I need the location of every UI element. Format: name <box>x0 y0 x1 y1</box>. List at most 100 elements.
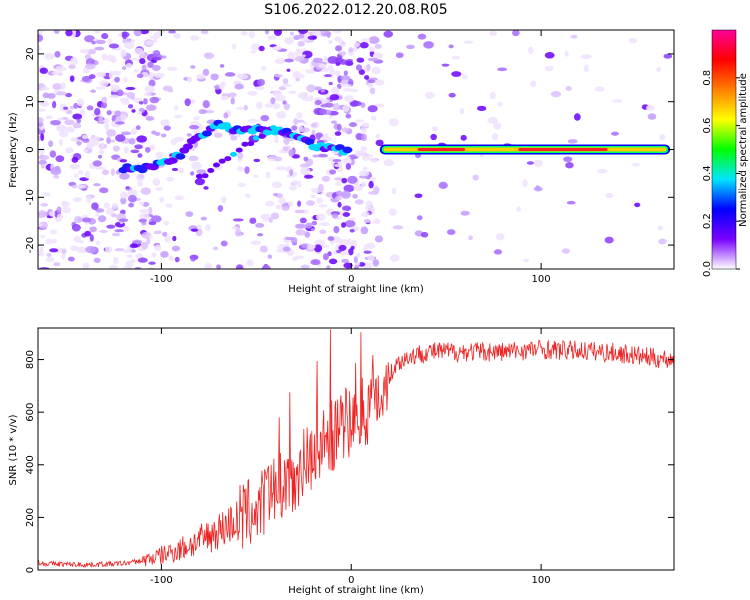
spectrogram-noise-blob <box>289 184 297 191</box>
spectrogram-noise-blob <box>304 174 314 179</box>
spectrogram-noise-blob <box>353 46 358 52</box>
spectrogram-noise-blob <box>561 248 570 254</box>
spectrogram-noise-blob <box>583 64 589 73</box>
spectrogram-noise-blob <box>295 223 307 229</box>
spectrogram-noise-blob <box>334 131 342 136</box>
spectrogram-noise-blob <box>331 213 339 219</box>
spectrogram-noise-blob <box>38 147 46 155</box>
spectrogram-noise-blob <box>339 43 346 47</box>
spectrogram-noise-blob <box>159 197 165 203</box>
spectrogram-noise-blob <box>350 100 362 107</box>
snr-xlabel: Height of straight line (km) <box>288 585 424 596</box>
spectrogram-noise-blob <box>204 224 211 231</box>
spectrogram-noise-blob <box>53 30 60 34</box>
spectrogram-noise-blob <box>135 173 145 182</box>
spectrogram-noise-blob <box>136 135 148 143</box>
spectrogram-noise-blob <box>139 201 145 206</box>
spectrogram-noise-blob <box>119 97 130 102</box>
spectrogram-noise-blob <box>73 235 82 243</box>
spectrogram-noise-blob <box>105 207 115 215</box>
spectrogram-noise-blob <box>319 229 327 235</box>
spectrogram-noise-blob <box>342 105 350 113</box>
spectrogram-noise-blob <box>489 30 498 37</box>
spectrogram-noise-blob <box>69 75 75 83</box>
spectrogram-noise-blob <box>374 43 382 50</box>
spectrogram-noise-blob <box>544 52 555 59</box>
spectrogram-noise-blob <box>213 132 223 138</box>
spectrogram-noise-blob <box>336 123 342 132</box>
spectrogram-tone-blob <box>182 143 193 150</box>
spectrogram-noise-blob <box>126 254 133 259</box>
spectrogram-noise-blob <box>137 257 148 263</box>
figure-title: S106.2022.012.20.08.R05 <box>264 2 447 18</box>
spectrogram-noise-blob <box>333 30 343 34</box>
spectrogram-noise-blob <box>348 217 356 221</box>
spectrogram-noise-blob <box>334 70 341 77</box>
spectrogram-noise-blob <box>64 119 75 126</box>
spectrogram-noise-blob <box>76 118 81 124</box>
spectrogram-noise-blob <box>235 106 246 110</box>
spectrogram-noise-blob <box>49 210 56 217</box>
spectrogram-noise-blob <box>237 166 244 172</box>
spectrogram-noise-blob <box>134 266 142 269</box>
spectrogram-noise-blob <box>248 31 256 39</box>
spectrogram-noise-blob <box>250 43 260 51</box>
spectrogram-noise-blob <box>311 220 318 226</box>
spectrogram-noise-blob <box>388 118 399 127</box>
spectrogram-noise-blob <box>516 206 521 212</box>
spectrogram-noise-blob <box>40 87 50 91</box>
spectrogram-noise-blob <box>605 192 614 199</box>
spectrogram-noise-blob <box>342 205 352 212</box>
spectrogram-noise-blob <box>278 86 287 91</box>
spectrogram-noise-blob <box>110 84 120 93</box>
spectrogram-noise-blob <box>564 50 569 57</box>
spectrogram-noise-blob <box>128 138 136 145</box>
spectrogram-noise-blob <box>341 222 346 228</box>
spectrogram-noise-blob <box>312 154 319 158</box>
spectrogram-noise-blob <box>341 190 351 199</box>
spectrogram-noise-blob <box>77 184 86 189</box>
spectrogram-noise-blob <box>423 41 434 49</box>
spectrogram-noise-blob <box>550 90 562 98</box>
spectrogram-noise-blob <box>193 116 201 121</box>
spectrogram-noise-blob <box>52 83 63 90</box>
spectrogram-noise-blob <box>85 63 96 70</box>
spectrogram-noise-blob <box>319 30 327 34</box>
spectrogram-noise-blob <box>111 232 121 237</box>
spectrogram-noise-blob <box>147 61 154 68</box>
spectrogram-noise-blob <box>321 98 330 104</box>
spectrogram-noise-blob <box>368 36 380 45</box>
spectrogram-noise-blob <box>371 66 382 75</box>
spectrogram-noise-blob <box>77 246 88 254</box>
spectrogram-noise-blob <box>327 65 334 71</box>
spectrogram-noise-blob <box>139 57 146 65</box>
spectrogram-noise-blob <box>154 244 162 251</box>
spectrogram-noise-blob <box>38 154 50 161</box>
spectrogram-noise-blob <box>141 64 147 71</box>
spectrogram-noise-blob <box>88 74 96 80</box>
spectrogram-noise-blob <box>55 65 67 72</box>
spectrogram-noise-blob <box>70 137 80 142</box>
spectrogram-noise-blob <box>122 66 127 70</box>
spectrogram-noise-blob <box>303 156 309 162</box>
spectrogram-noise-blob <box>305 222 313 229</box>
spectrogram-noise-blob <box>332 158 342 163</box>
spectrogram-noise-blob <box>580 54 592 60</box>
spectrogram-noise-blob <box>656 66 662 72</box>
spectrogram-noise-blob <box>566 200 576 205</box>
spectrogram-noise-blob <box>85 245 96 254</box>
spectrogram-noise-blob <box>38 251 45 257</box>
snr-panel: -100 0 100 0 200 400 600 800 Height of straight… <box>8 327 675 596</box>
spectrogram-noise-blob <box>334 195 342 201</box>
spectrogram-noise-blob <box>272 192 278 197</box>
spectrogram-noise-blob <box>446 229 456 236</box>
spectrogram-noise-blob <box>286 68 291 72</box>
spectrogram-noise-blob <box>372 259 380 267</box>
spectrogram-noise-blob <box>360 38 371 42</box>
spectrogram-noise-blob <box>240 31 249 36</box>
spectrogram-noise-blob <box>300 264 310 269</box>
spectrogram-noise-blob <box>522 179 528 188</box>
spectrogram-noise-blob <box>131 57 141 61</box>
spectrogram-noise-blob <box>38 45 41 53</box>
spectrogram-noise-blob <box>59 130 69 138</box>
